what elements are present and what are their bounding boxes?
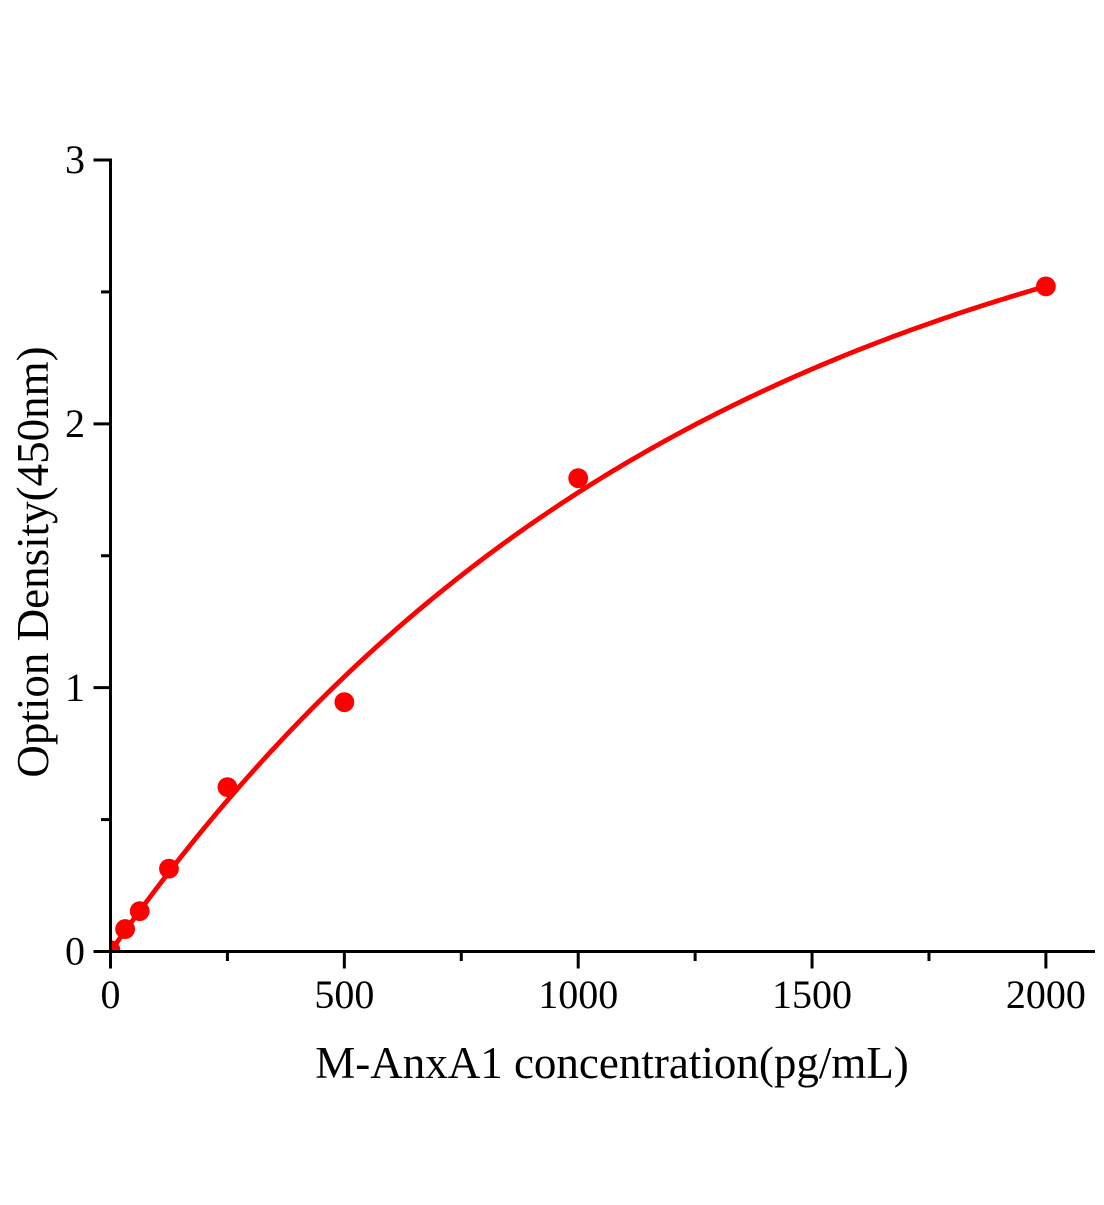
- data-point-marker: [1035, 276, 1056, 297]
- data-point-marker: [217, 777, 238, 798]
- y-tick-label: 2: [65, 401, 85, 446]
- data-point-marker: [110, 940, 121, 952]
- y-axis-title: Option Density(450nm): [8, 346, 58, 777]
- data-point-marker: [159, 858, 179, 879]
- x-tick-label: 1000: [538, 972, 618, 1017]
- x-tick-label: 1500: [772, 972, 852, 1017]
- y-tick-label: 1: [65, 665, 85, 710]
- x-axis-title: M-AnxA1 concentration(pg/mL): [315, 1038, 909, 1088]
- plot-area: [110, 276, 1056, 952]
- y-tick-label: 3: [65, 137, 85, 182]
- tick-labels-layer: 0 500 1000 1500 2000 0 1 2 3: [65, 137, 1086, 1017]
- x-tick-label: 500: [314, 972, 374, 1017]
- data-point-marker: [568, 468, 589, 489]
- x-tick-label: 0: [101, 972, 121, 1017]
- data-point-marker: [129, 901, 150, 922]
- x-tick-label: 2000: [1006, 972, 1086, 1017]
- data-point-marker: [334, 692, 355, 713]
- axes-layer: [93, 158, 1095, 969]
- y-tick-label: 0: [65, 929, 85, 974]
- data-point-marker: [115, 919, 136, 939]
- data-points-layer: [110, 276, 1056, 952]
- fit-curve-layer: [110, 283, 1049, 952]
- fit-curve-line: [110, 283, 1049, 952]
